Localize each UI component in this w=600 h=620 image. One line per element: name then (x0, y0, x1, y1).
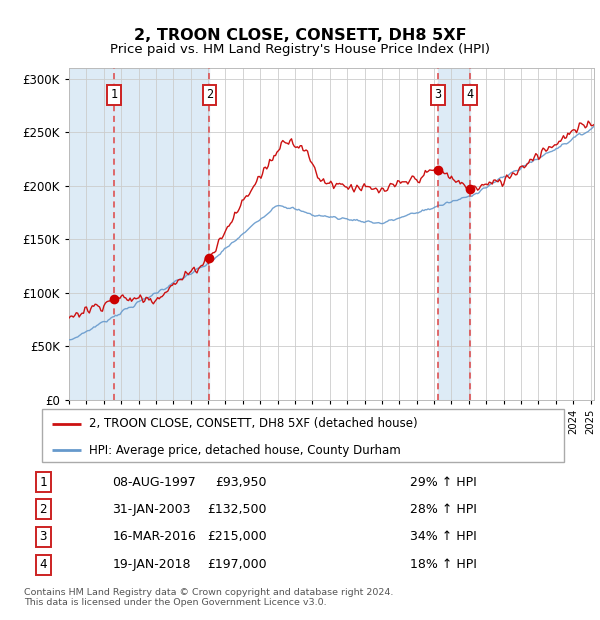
Text: £93,950: £93,950 (215, 476, 267, 489)
Text: 2: 2 (206, 89, 213, 102)
Text: Contains HM Land Registry data © Crown copyright and database right 2024.
This d: Contains HM Land Registry data © Crown c… (24, 588, 394, 607)
Text: 29% ↑ HPI: 29% ↑ HPI (410, 476, 477, 489)
Text: 08-AUG-1997: 08-AUG-1997 (112, 476, 196, 489)
Text: 3: 3 (434, 89, 441, 102)
Text: 1: 1 (110, 89, 118, 102)
Text: 31-JAN-2003: 31-JAN-2003 (112, 503, 191, 516)
Text: 34% ↑ HPI: 34% ↑ HPI (410, 530, 477, 543)
Text: 4: 4 (466, 89, 473, 102)
Text: 4: 4 (40, 558, 47, 571)
Bar (438, 68, 470, 400)
Text: £132,500: £132,500 (208, 503, 267, 516)
Text: 2: 2 (40, 503, 47, 516)
Text: HPI: Average price, detached house, County Durham: HPI: Average price, detached house, Coun… (89, 444, 401, 457)
Text: 16-MAR-2016: 16-MAR-2016 (112, 530, 196, 543)
Text: 2, TROON CLOSE, CONSETT, DH8 5XF: 2, TROON CLOSE, CONSETT, DH8 5XF (134, 28, 466, 43)
Text: £215,000: £215,000 (207, 530, 267, 543)
Text: Price paid vs. HM Land Registry's House Price Index (HPI): Price paid vs. HM Land Registry's House … (110, 43, 490, 56)
Bar (69, 68, 209, 400)
Text: £197,000: £197,000 (207, 558, 267, 571)
FancyBboxPatch shape (42, 409, 564, 462)
Text: 3: 3 (40, 530, 47, 543)
Text: 28% ↑ HPI: 28% ↑ HPI (410, 503, 477, 516)
Text: 2, TROON CLOSE, CONSETT, DH8 5XF (detached house): 2, TROON CLOSE, CONSETT, DH8 5XF (detach… (89, 417, 418, 430)
Text: 19-JAN-2018: 19-JAN-2018 (112, 558, 191, 571)
Text: 1: 1 (40, 476, 47, 489)
Text: 18% ↑ HPI: 18% ↑ HPI (410, 558, 477, 571)
